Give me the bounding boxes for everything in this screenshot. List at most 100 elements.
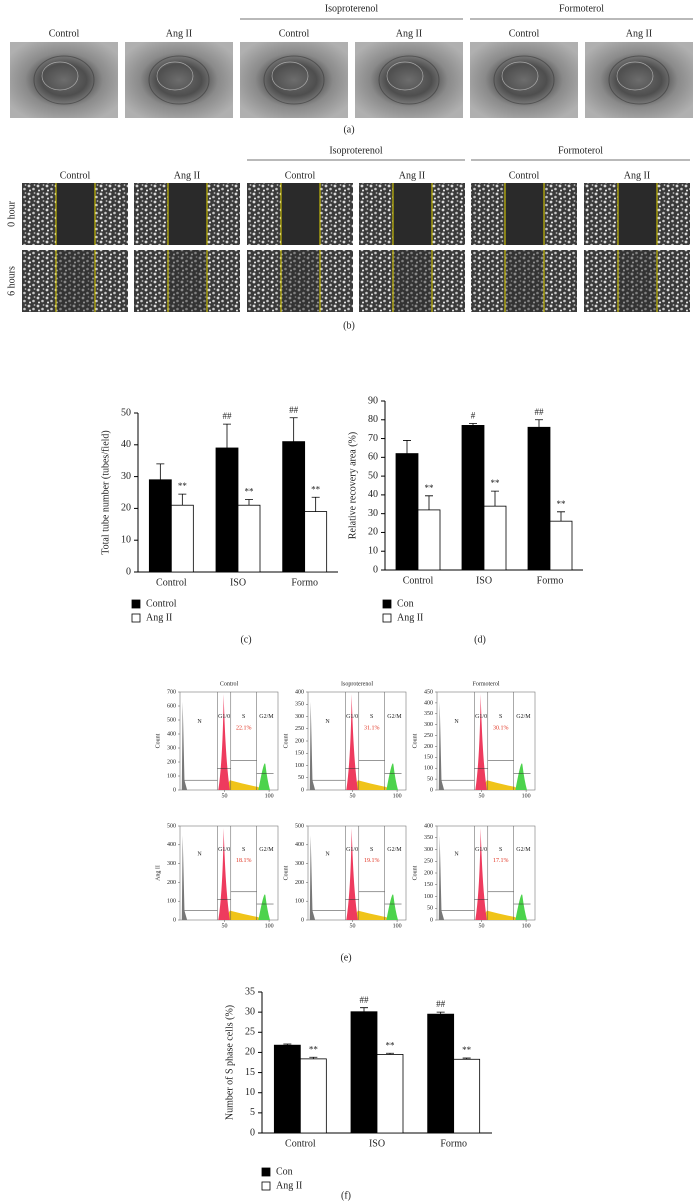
cell-layer [657, 250, 690, 312]
gate-label: G1/0 [475, 714, 487, 720]
g2m-peak [258, 763, 270, 790]
x-tick-label: 50 [222, 923, 228, 929]
error-bar [283, 1043, 292, 1046]
y-tick-label: 0 [301, 917, 304, 923]
x-tick-label: 100 [265, 793, 274, 799]
y-tick-label: 300 [424, 722, 433, 728]
y-tick-label: 30 [368, 508, 378, 519]
significance: ## [223, 411, 233, 421]
cell-layer [432, 250, 465, 312]
migrated-cells [505, 250, 544, 312]
error-bar [403, 440, 411, 454]
y-tick-label: 150 [424, 882, 433, 888]
x-tick-label: Formo [440, 1138, 467, 1149]
gate-label: N [454, 719, 459, 725]
bar [453, 1058, 481, 1134]
error-bar [557, 511, 565, 522]
debris-peak [181, 701, 188, 790]
cell-layer [95, 183, 128, 245]
column-label: Ang II [166, 28, 192, 39]
y-tick-label: 700 [167, 689, 176, 695]
error-bar [289, 417, 298, 442]
y-tick-label: 150 [295, 751, 304, 757]
g2m-peak [515, 763, 527, 790]
y-axis-title: Ang II [155, 865, 161, 881]
gate-label: N [454, 852, 459, 858]
column-label: Control [279, 28, 310, 39]
cell-layer [657, 183, 690, 245]
significance: ## [535, 407, 545, 417]
gate-label: G2/M [259, 847, 274, 853]
cell-layer [359, 250, 393, 312]
significance: ** [386, 1040, 396, 1050]
cell-layer [95, 250, 128, 312]
error-bar [178, 493, 187, 506]
y-tick-label: 200 [167, 759, 176, 765]
y-tick-label: 10 [245, 1087, 255, 1098]
y-tick-label: 300 [167, 745, 176, 751]
error-bar [425, 495, 433, 510]
y-axis-title: Count [412, 865, 418, 880]
y-tick-label: 400 [167, 731, 176, 737]
gate-label: N [325, 852, 330, 858]
y-tick-label: 400 [295, 842, 304, 848]
s-phase [481, 910, 518, 920]
y-tick-label: 0 [301, 787, 304, 793]
group-header: Isoproterenol [325, 3, 379, 14]
migrated-cells [393, 250, 432, 312]
cell-layer [584, 250, 618, 312]
panel-label: (c) [240, 634, 251, 645]
gate-label: G2/M [516, 714, 531, 720]
y-tick-label: 200 [295, 738, 304, 744]
y-tick-label: 10 [368, 546, 378, 557]
g2m-peak [258, 894, 270, 920]
column-label: Control [509, 170, 540, 181]
error-bar [156, 463, 165, 480]
flow-histogram: N G1/0 S G2/M 18.1% 0 100 200 300 400 500 50 100 Ang … [155, 823, 279, 929]
cell-layer [544, 250, 577, 312]
y-tick-label: 200 [424, 870, 433, 876]
x-tick-label: ISO [230, 577, 246, 588]
x-tick-label: Formo [291, 577, 318, 588]
gate-label: S [370, 714, 373, 720]
error-bar [436, 1011, 445, 1015]
significance: ## [289, 405, 299, 415]
significance: ## [436, 999, 446, 1009]
bar [483, 505, 507, 571]
s-percent: 19.1% [364, 858, 380, 864]
y-tick-label: 100 [424, 766, 433, 772]
x-tick-label: 100 [393, 793, 402, 799]
y-tick-label: 100 [167, 899, 176, 905]
error-bar [245, 499, 253, 506]
error-bar [360, 1007, 368, 1012]
y-axis-title: Relative recovery area (%) [347, 432, 358, 539]
bar [237, 504, 261, 573]
y-axis-title: Count [155, 733, 161, 748]
y-tick-label: 250 [424, 859, 433, 865]
cell-layer [207, 250, 240, 312]
y-tick-label: 450 [424, 689, 433, 695]
tube-image [355, 42, 463, 118]
y-tick-label: 200 [167, 880, 176, 886]
bar [427, 1013, 455, 1134]
x-tick-label: 100 [522, 923, 531, 929]
y-tick-label: 0 [430, 917, 433, 923]
bar [299, 1058, 327, 1134]
legend-label: Con [397, 598, 414, 609]
y-tick-label: 20 [121, 503, 131, 514]
y-tick-label: 500 [295, 823, 304, 829]
significance: ** [462, 1045, 472, 1055]
x-tick-label: Control [285, 1138, 316, 1149]
x-tick-label: Control [403, 575, 434, 586]
column-label: Ang II [626, 28, 652, 39]
y-tick-label: 20 [245, 1047, 255, 1058]
tube-ring [263, 55, 325, 105]
y-tick-label: 200 [424, 744, 433, 750]
legend-label: Ang II [276, 1180, 302, 1191]
cell-layer [247, 250, 281, 312]
g2m-peak [386, 894, 398, 920]
significance: ** [309, 1044, 319, 1054]
bar [273, 1044, 301, 1134]
flow-histogram: N G1/0 S G2/M 31.1% 0 50 100 150 200 250 300 350 400 5… [283, 681, 407, 799]
y-axis-title: Count [283, 733, 289, 748]
